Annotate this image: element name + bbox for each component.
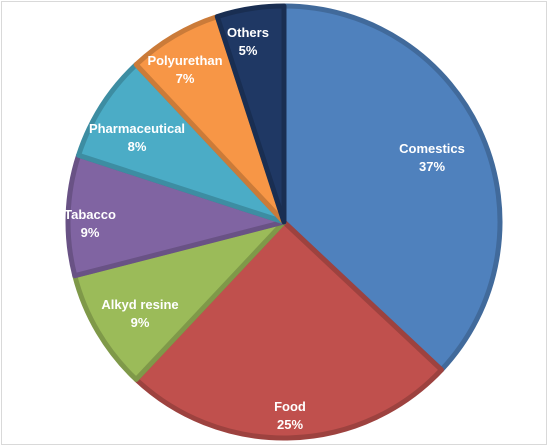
- pie-slice-food: [133, 219, 444, 441]
- slice-label-tabacco: Tabacco: [64, 207, 116, 222]
- slice-label-others: Others: [227, 25, 269, 40]
- slice-label-food: Food: [274, 399, 306, 414]
- pie-slices: [65, 3, 503, 441]
- slice-value-comestics: 37%: [419, 159, 445, 174]
- slice-value-alkyd-resine: 9%: [131, 315, 150, 330]
- slice-value-others: 5%: [239, 43, 258, 58]
- pie-labels: Comestics 37% Food 25% Alkyd resine 9% Tabacco…: [64, 25, 465, 432]
- slice-value-pharmaceutical: 8%: [128, 139, 147, 154]
- pie-slice-alkyd-resine: [72, 219, 287, 382]
- slice-label-pharmaceutical: Pharmaceutical: [89, 121, 185, 136]
- slice-label-comestics: Comestics: [399, 141, 465, 156]
- pie-slice-tabacco: [65, 152, 287, 279]
- slice-value-food: 25%: [277, 417, 303, 432]
- slice-value-polyurethan: 7%: [176, 71, 195, 86]
- slice-value-tabacco: 9%: [81, 225, 100, 240]
- pie-slice-comestics: [281, 3, 503, 373]
- pie-slice-others: [214, 3, 287, 225]
- slice-label-polyurethan: Polyurethan: [147, 53, 222, 68]
- slice-label-alkyd-resine: Alkyd resine: [101, 297, 178, 312]
